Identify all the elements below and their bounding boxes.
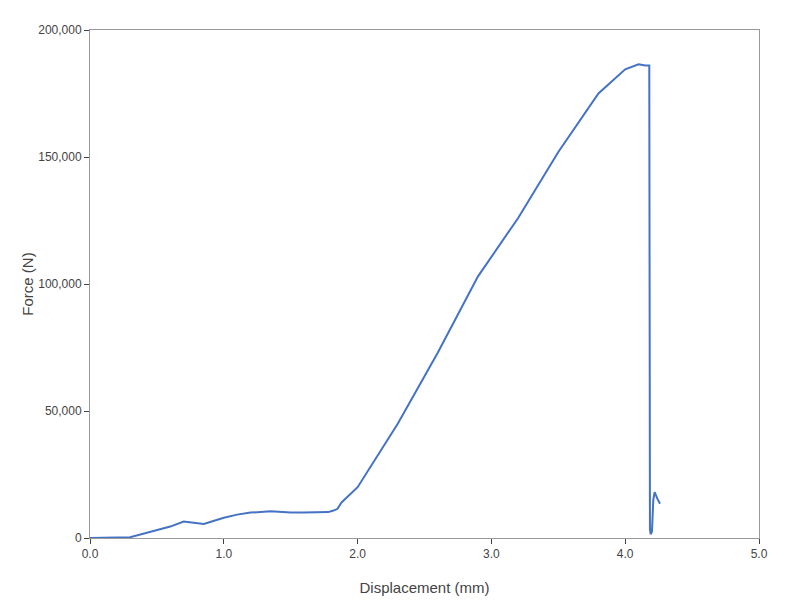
svg-text:1.0: 1.0: [215, 547, 232, 561]
svg-text:100,000: 100,000: [38, 277, 82, 291]
svg-text:0.0: 0.0: [82, 547, 99, 561]
svg-text:5.0: 5.0: [751, 547, 768, 561]
svg-text:2.0: 2.0: [349, 547, 366, 561]
svg-text:Force (N): Force (N): [19, 252, 36, 315]
svg-text:50,000: 50,000: [45, 404, 82, 418]
svg-text:4.0: 4.0: [617, 547, 634, 561]
svg-text:0: 0: [75, 531, 82, 545]
svg-text:200,000: 200,000: [38, 23, 82, 37]
svg-text:3.0: 3.0: [483, 547, 500, 561]
svg-text:Displacement (mm): Displacement (mm): [359, 579, 489, 596]
svg-text:150,000: 150,000: [38, 150, 82, 164]
